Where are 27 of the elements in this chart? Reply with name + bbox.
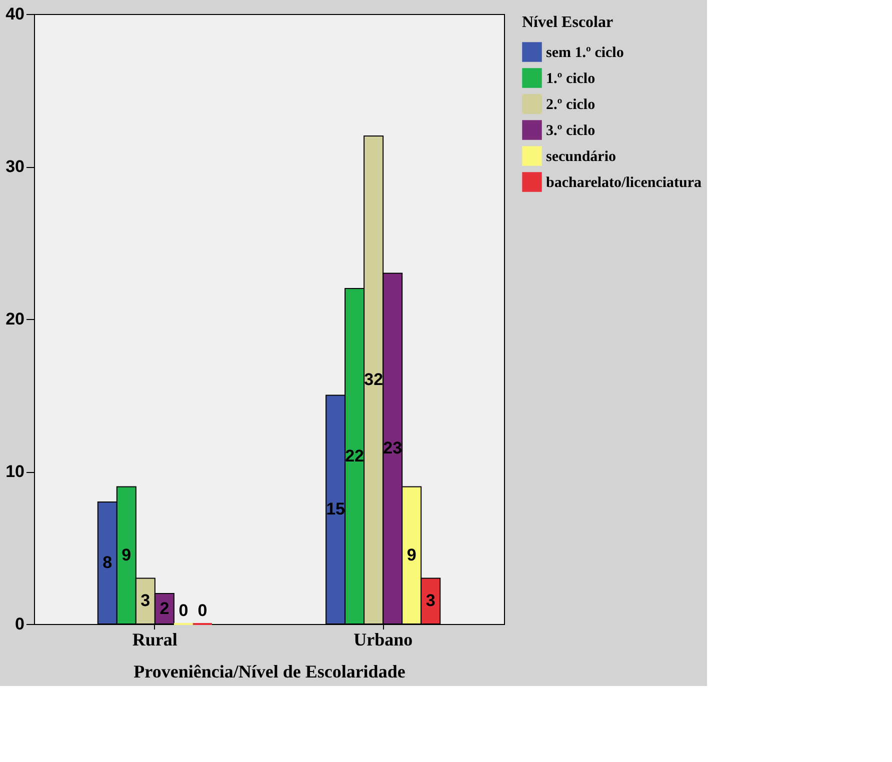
legend-label: bacharelato/licenciatura	[546, 175, 702, 191]
y-tick-label: 0	[15, 614, 24, 634]
data-label: 0	[178, 601, 188, 620]
legend-label: 3.º ciclo	[546, 123, 596, 139]
y-tick-label: 20	[6, 310, 24, 328]
data-label: 3	[140, 591, 150, 610]
legend-label: 1.º ciclo	[546, 71, 596, 87]
legend-title: Nível Escolar	[522, 14, 614, 31]
data-label: 9	[406, 545, 416, 564]
y-tick-label: 10	[6, 462, 24, 481]
legend-label: sem 1.º ciclo	[546, 45, 624, 61]
data-label: 22	[345, 446, 364, 466]
x-axis-title: Proveniência/Nível de Escolaridade	[134, 662, 406, 682]
legend-label: 2.º ciclo	[546, 97, 596, 113]
data-label: 2	[160, 598, 170, 618]
data-label: 32	[364, 370, 384, 389]
data-label: 15	[326, 500, 346, 519]
y-tick-label: 40	[6, 4, 24, 24]
data-label: 23	[383, 438, 402, 458]
data-label: 3	[426, 591, 436, 610]
x-tick-label: Urbano	[354, 630, 413, 650]
legend-label: secundário	[546, 149, 616, 165]
y-tick-label: 30	[6, 157, 24, 176]
data-label: 9	[122, 545, 132, 564]
data-label: 0	[198, 601, 208, 620]
x-tick-label: Rural	[132, 630, 178, 650]
data-label: 8	[102, 553, 112, 572]
